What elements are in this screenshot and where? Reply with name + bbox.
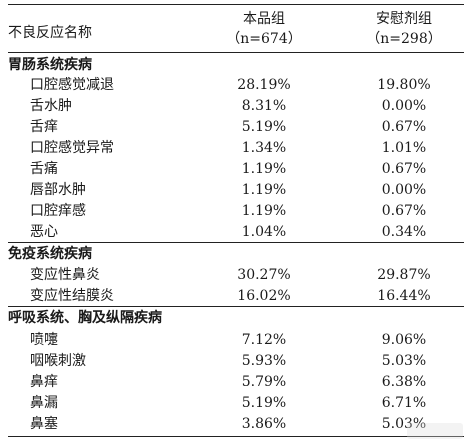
- top-rule: [8, 4, 464, 5]
- row-drug: 1.04%: [241, 224, 287, 240]
- section-title: 呼吸系统、胸及纵隔疾病: [8, 310, 162, 326]
- row-placebo: 0.67%: [381, 161, 427, 177]
- row-drug: 1.19%: [241, 182, 287, 198]
- row-placebo: 6.71%: [381, 395, 427, 411]
- row-drug: 5.19%: [241, 119, 287, 135]
- bottom-rule: [8, 436, 464, 437]
- row-placebo: 0.00%: [381, 182, 427, 198]
- row-placebo: 1.01%: [381, 140, 427, 156]
- section-title: 胃肠系统疾病: [8, 57, 92, 73]
- header-col-placebo: 安慰剂组: [376, 11, 432, 27]
- row-drug: 8.31%: [241, 98, 287, 114]
- row-name: 鼻痒: [30, 374, 58, 390]
- row-name: 舌痒: [30, 119, 58, 135]
- watermark-logo: [407, 423, 463, 439]
- row-placebo: 5.03%: [381, 353, 427, 369]
- row-placebo: 19.80%: [377, 77, 431, 93]
- row-placebo: 29.87%: [377, 267, 431, 283]
- row-placebo: 6.38%: [381, 374, 427, 390]
- header-col-drug: 本品组: [243, 11, 285, 27]
- row-drug: 1.19%: [241, 161, 287, 177]
- row-drug: 1.19%: [241, 203, 287, 219]
- section-title: 免疫系统疾病: [8, 246, 92, 262]
- row-name: 唇部水肿: [30, 182, 86, 198]
- row-drug: 16.02%: [237, 288, 291, 304]
- row-placebo: 0.67%: [381, 203, 427, 219]
- row-name: 鼻塞: [30, 416, 58, 432]
- row-name: 鼻漏: [30, 395, 58, 411]
- header-col-name: 不良反应名称: [8, 25, 92, 41]
- row-drug: 5.79%: [241, 374, 287, 390]
- row-name: 口腔痒感: [30, 203, 86, 219]
- row-placebo: 0.00%: [381, 98, 427, 114]
- header-col-placebo-n: （n=298）: [366, 31, 442, 47]
- row-name: 口腔感觉减退: [30, 77, 114, 93]
- row-name: 咽喉刺激: [30, 353, 86, 369]
- row-placebo: 0.67%: [381, 119, 427, 135]
- row-name: 喷嚏: [30, 332, 58, 348]
- row-placebo: 5.03%: [381, 416, 427, 432]
- row-name: 恶心: [30, 224, 58, 240]
- row-placebo: 9.06%: [381, 332, 427, 348]
- section-rule: [8, 306, 464, 307]
- row-drug: 7.12%: [241, 332, 287, 348]
- row-placebo: 16.44%: [377, 288, 431, 304]
- row-name: 口腔感觉异常: [30, 140, 114, 156]
- header-rule: [8, 52, 464, 53]
- row-name: 变应性结膜炎: [30, 288, 114, 304]
- header-col-drug-n: （n=674）: [226, 31, 302, 47]
- section-rule: [8, 242, 464, 243]
- row-name: 变应性鼻炎: [30, 267, 100, 283]
- row-drug: 1.34%: [241, 140, 287, 156]
- row-drug: 28.19%: [237, 77, 291, 93]
- row-drug: 5.93%: [241, 353, 287, 369]
- row-drug: 3.86%: [241, 416, 287, 432]
- row-drug: 5.19%: [241, 395, 287, 411]
- row-name: 舌水肿: [30, 98, 72, 114]
- row-drug: 30.27%: [237, 267, 291, 283]
- row-name: 舌痛: [30, 161, 58, 177]
- row-placebo: 0.34%: [381, 224, 427, 240]
